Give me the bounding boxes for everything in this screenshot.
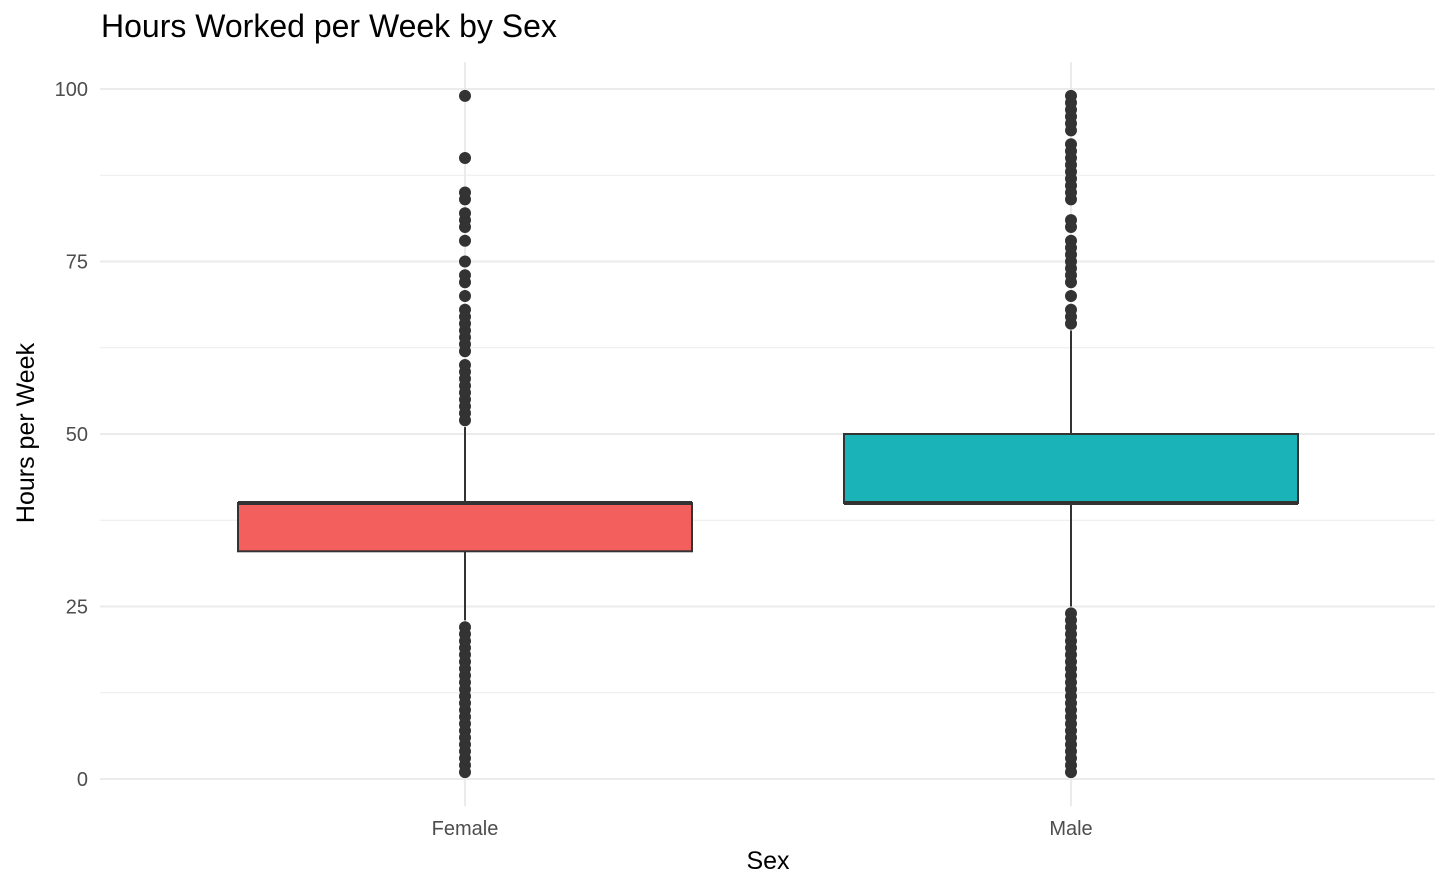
outlier-point [459,303,471,316]
outlier-point [1065,214,1077,227]
box-body [237,502,693,553]
outlier-point [459,255,471,268]
y-tick-label: 0 [77,769,88,791]
outlier-point [1065,303,1077,316]
outlier-point [459,234,471,247]
box-male [843,89,1299,779]
box-layer [237,89,1299,779]
outlier-point [1065,290,1077,302]
outlier-point [1065,607,1077,620]
y-tick-label: 100 [55,79,88,101]
y-tick-label: 50 [66,424,88,446]
y-tick-labels: 0 25 50 75 100 [55,79,88,791]
outlier-point [459,152,471,164]
x-tick-label: Female [432,818,499,840]
outlier-point [459,621,471,634]
outlier-point [1065,89,1077,102]
y-axis-title: Hours per Week [12,342,40,523]
x-axis-title: Sex [746,847,790,875]
x-tick-label: Male [1049,818,1092,840]
y-tick-label: 25 [66,597,88,619]
outlier-point [459,269,471,282]
outlier-point [459,186,471,199]
outlier-point [459,89,471,102]
outlier-point [459,290,471,302]
y-tick-label: 75 [66,252,88,274]
chart-title: Hours Worked per Week by Sex [101,8,557,44]
x-tick-labels: Female Male [432,818,1093,840]
box-female [237,89,693,779]
outlier-point [459,359,471,371]
outlier-point [1065,138,1077,151]
outlier-point [459,207,471,220]
box-body [843,433,1299,504]
outlier-point [1065,234,1077,247]
